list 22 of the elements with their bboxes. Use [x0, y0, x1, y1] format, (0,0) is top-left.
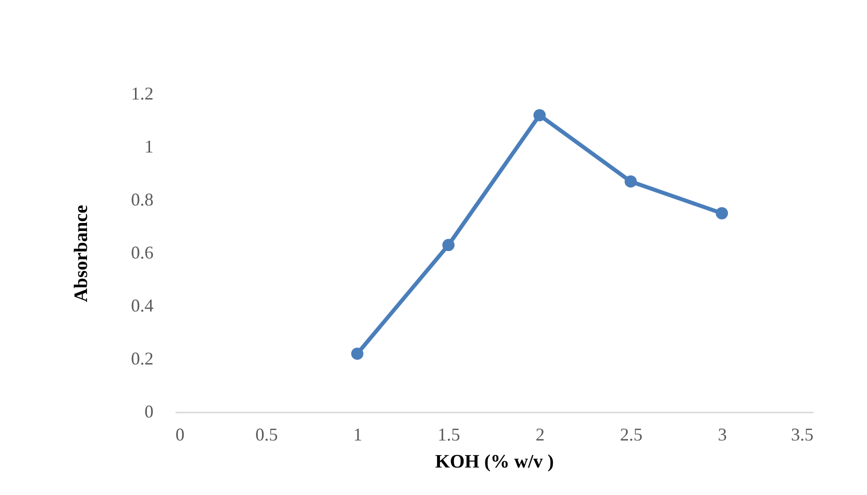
x-tick-label: 1.5: [438, 424, 460, 444]
y-axis-title: Absorbance: [71, 204, 92, 302]
y-tick-label: 0.6: [131, 242, 154, 262]
y-tick-label: 1.2: [131, 84, 154, 104]
y-tick-label: 0: [144, 402, 154, 422]
x-tick-label: 2: [536, 424, 545, 444]
point: [716, 207, 728, 220]
y-tick-label: 0.4: [131, 296, 154, 316]
y-tick-label: 1: [144, 136, 154, 156]
point: [351, 348, 364, 360]
x-tick-label: 2.5: [620, 424, 642, 444]
x-tick-label: 3.5: [791, 424, 814, 444]
point: [624, 175, 637, 188]
x-tick-label: 0: [176, 424, 184, 444]
x-tick-label: 3: [718, 424, 727, 444]
y-tick-label: 0.2: [131, 348, 154, 368]
y-tick-label: 0.8: [131, 190, 154, 210]
point: [533, 109, 546, 122]
x-tick-label: 1: [353, 424, 362, 444]
x-tick-label: 0.5: [255, 424, 278, 444]
x-axis-title: KOH (% w/v ): [435, 452, 554, 472]
point: [442, 238, 455, 252]
